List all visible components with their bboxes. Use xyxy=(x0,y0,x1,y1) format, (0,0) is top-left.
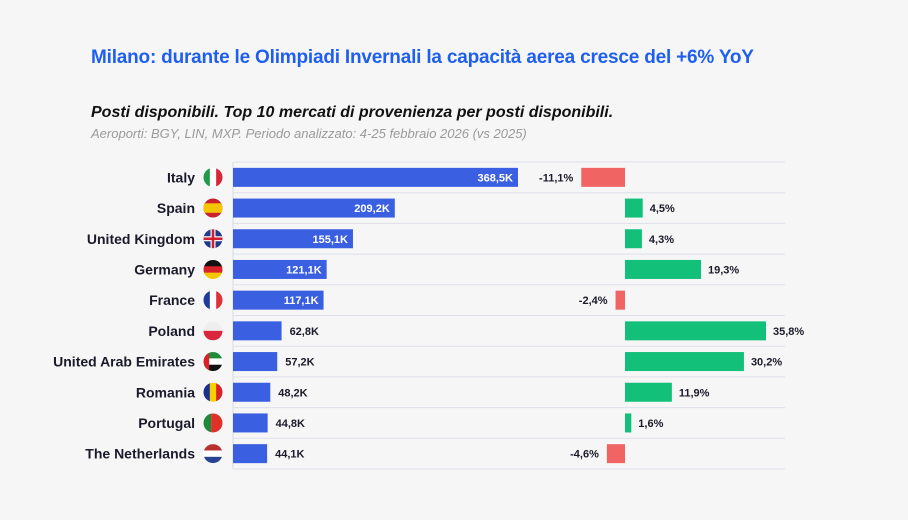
change-bar xyxy=(581,167,625,187)
france-flag-icon xyxy=(203,290,223,310)
change-bar xyxy=(625,198,643,218)
change-value-label: 35,8% xyxy=(773,326,804,338)
category-label: Spain xyxy=(157,200,195,216)
change-value-label: 19,3% xyxy=(708,264,739,276)
seats-value-label: 368,5K xyxy=(478,172,514,184)
category-label: Portugal xyxy=(138,415,195,431)
uae-flag-icon xyxy=(203,352,223,372)
seats-bar xyxy=(233,352,278,372)
seats-value-label: 155,1K xyxy=(312,234,348,246)
change-value-label: 11,9% xyxy=(679,387,710,399)
germany-flag-icon xyxy=(203,259,223,279)
seats-bar xyxy=(233,444,268,464)
seats-value-label: 57,2K xyxy=(285,357,314,369)
category-label: The Netherlands xyxy=(85,446,195,462)
seats-bar xyxy=(233,290,324,310)
category-label: France xyxy=(149,292,195,308)
category-label: Italy xyxy=(167,169,195,185)
portugal-flag-icon xyxy=(203,413,223,433)
category-label: Poland xyxy=(148,323,195,339)
change-bar xyxy=(625,259,702,279)
seats-value-label: 121,1K xyxy=(286,264,322,276)
poland-flag-icon xyxy=(203,321,223,341)
seats-value-label: 44,1K xyxy=(275,449,304,461)
change-value-label: -11,1% xyxy=(539,172,573,184)
change-value-label: 30,2% xyxy=(751,357,782,369)
uk-flag-icon xyxy=(203,229,223,249)
spain-flag-icon xyxy=(203,198,223,218)
change-bar xyxy=(625,321,766,341)
change-bar xyxy=(615,290,625,310)
seats-bar xyxy=(233,413,268,433)
seats-value-label: 44,8K xyxy=(276,418,305,430)
seats-bar xyxy=(233,382,271,402)
netherlands-flag-icon xyxy=(203,444,223,464)
seats-bar xyxy=(233,259,327,279)
seats-value-label: 62,8K xyxy=(290,326,319,338)
romania-flag-icon xyxy=(203,382,223,402)
change-bar xyxy=(625,352,744,372)
category-label: United Kingdom xyxy=(87,231,195,247)
seats-value-label: 209,2K xyxy=(354,203,390,215)
change-bar xyxy=(606,444,625,464)
seats-bar xyxy=(233,229,353,249)
change-value-label: 1,6% xyxy=(638,418,663,430)
change-value-label: -2,4% xyxy=(579,295,608,307)
change-value-label: 4,5% xyxy=(650,203,675,215)
chart-subtitle: Posti disponibili. Top 10 mercati di pro… xyxy=(91,104,614,121)
seats-value-label: 48,2K xyxy=(278,387,307,399)
change-value-label: 4,3% xyxy=(649,234,674,246)
change-bar xyxy=(625,413,632,433)
seats-bar xyxy=(233,167,518,187)
chart-note: Aeroporti: BGY, LIN, MXP. Periodo analiz… xyxy=(91,126,527,141)
change-bar xyxy=(625,229,642,249)
change-value-label: -4,6% xyxy=(570,449,599,461)
change-bar xyxy=(625,382,672,402)
seats-bar xyxy=(233,321,282,341)
seats-bar xyxy=(233,198,395,218)
seats-value-label: 117,1K xyxy=(284,295,319,307)
italy-flag-icon xyxy=(203,167,223,187)
category-label: Romania xyxy=(136,384,195,400)
category-label: United Arab Emirates xyxy=(53,354,195,370)
chart-title: Milano: durante le Olimpiadi Invernali l… xyxy=(91,47,754,68)
category-label: Germany xyxy=(134,261,195,277)
